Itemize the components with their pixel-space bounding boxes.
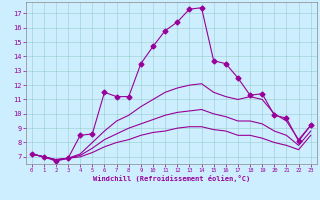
X-axis label: Windchill (Refroidissement éolien,°C): Windchill (Refroidissement éolien,°C) [92, 175, 250, 182]
